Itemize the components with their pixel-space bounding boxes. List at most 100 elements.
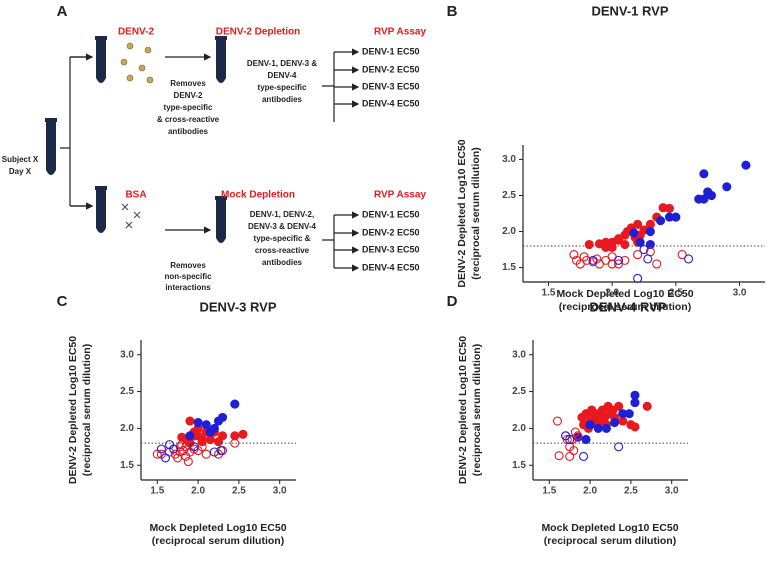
data-point [645,239,655,250]
data-point [213,437,224,447]
diagram-shapes [45,36,360,272]
data-point [579,451,589,461]
data-point [201,449,211,459]
assay-label: RVP Assay [374,27,427,38]
data-point [699,169,709,179]
remaining-text: antibodies [262,258,303,267]
y-tick-label: 3.0 [502,154,516,165]
data-point [706,190,717,201]
data-point [601,242,611,252]
removes-text: & cross-reactive [157,115,220,124]
data-point [554,451,564,461]
data-point [610,417,620,428]
data-point [230,399,240,409]
remaining-text: DENV-4 [268,71,297,80]
data-point [633,250,643,260]
data-point [189,444,199,454]
y-axis-label: (reciprocal serum dilution) [470,147,482,279]
data-point [722,182,732,192]
data-point [565,434,575,445]
assay-label: RVP Assay [374,190,427,201]
y-tick-label: 2.5 [502,190,516,201]
data-point [185,416,195,426]
data-point [213,416,224,426]
x-tick-label: 2.0 [191,486,205,497]
y-tick-label: 1.5 [120,460,134,471]
removes-text: DENV-2 [174,91,203,100]
readout-label: DENV-2 EC50 [362,64,420,74]
data-point [601,423,611,433]
data-point [677,250,687,260]
data-point [183,457,193,467]
data-point [664,203,675,214]
remaining-text: type-specific [258,83,307,92]
x-tick-label: 3.0 [273,486,287,497]
data-point [633,273,643,283]
data-point [633,219,643,229]
data-point [584,239,594,250]
y-axis-label: (reciprocal serum dilution) [81,344,93,476]
x-axis-label: (reciprocal serum dilution) [559,301,691,313]
chart-title: DENV-3 RVP [199,299,276,314]
data-point [635,237,645,247]
reagent-label: BSA [125,190,146,201]
data-point [193,417,203,428]
y-tick-label: 2.5 [120,386,134,397]
data-point [156,444,166,454]
removes-text: Removes [170,79,206,88]
data-point [613,255,624,265]
readout-label: DENV-2 EC50 [362,227,420,237]
data-point [205,434,215,445]
y-tick-label: 1.5 [502,262,516,273]
data-point [656,216,666,226]
reagent-label: DENV-2 [118,27,155,38]
data-point [201,420,211,430]
data-point [608,405,618,415]
data-point [189,442,199,452]
data-point [618,409,628,419]
removes-text: interactions [165,283,211,292]
x-tick-label: 3.0 [733,288,747,299]
data-point [205,427,215,437]
data-point [614,442,624,452]
x-tick-label: 2.5 [624,486,638,497]
y-axis-label: DENV-2 Depleted Log10 EC50 [456,139,468,287]
x-tick-label: 2.0 [583,486,597,497]
y-tick-label: 2.5 [512,386,526,397]
remaining-text: antibodies [262,95,303,104]
data-point [652,259,662,269]
data-point [642,401,652,411]
data-point [630,398,640,408]
x-tick-label: 1.5 [542,288,556,299]
remaining-text: cross-reactive [255,246,310,255]
subject-label: Subject X [2,155,39,164]
data-point [185,431,195,441]
y-tick-label: 2.0 [120,423,134,434]
data-point [694,194,704,204]
x-tick-label: 1.5 [542,486,556,497]
y-tick-label: 3.0 [512,349,526,360]
x-tick-label: 2.0 [605,288,619,299]
x-tick-label: 1.5 [150,486,164,497]
data-point [630,390,640,400]
panel-letter: C [57,293,68,310]
data-point [177,432,187,442]
y-axis-label: (reciprocal serum dilution) [471,344,483,476]
chart-title: DENV-1 RVP [591,3,668,18]
step-label: DENV-2 Depletion [216,27,300,38]
data-point [613,234,624,244]
step-label: Mock Depletion [221,190,295,201]
data-point [585,420,595,430]
data-point [620,255,630,265]
data-point [597,416,607,426]
data-point [230,438,240,448]
data-point [618,416,628,426]
data-point [581,434,591,445]
readout-label: DENV-4 EC50 [362,262,420,272]
data-point [230,431,240,441]
remaining-text: DENV-3 & DENV-4 [248,222,317,231]
removes-text: non-specific [164,272,212,281]
data-point [573,431,583,441]
panel-letter: A [57,3,68,20]
